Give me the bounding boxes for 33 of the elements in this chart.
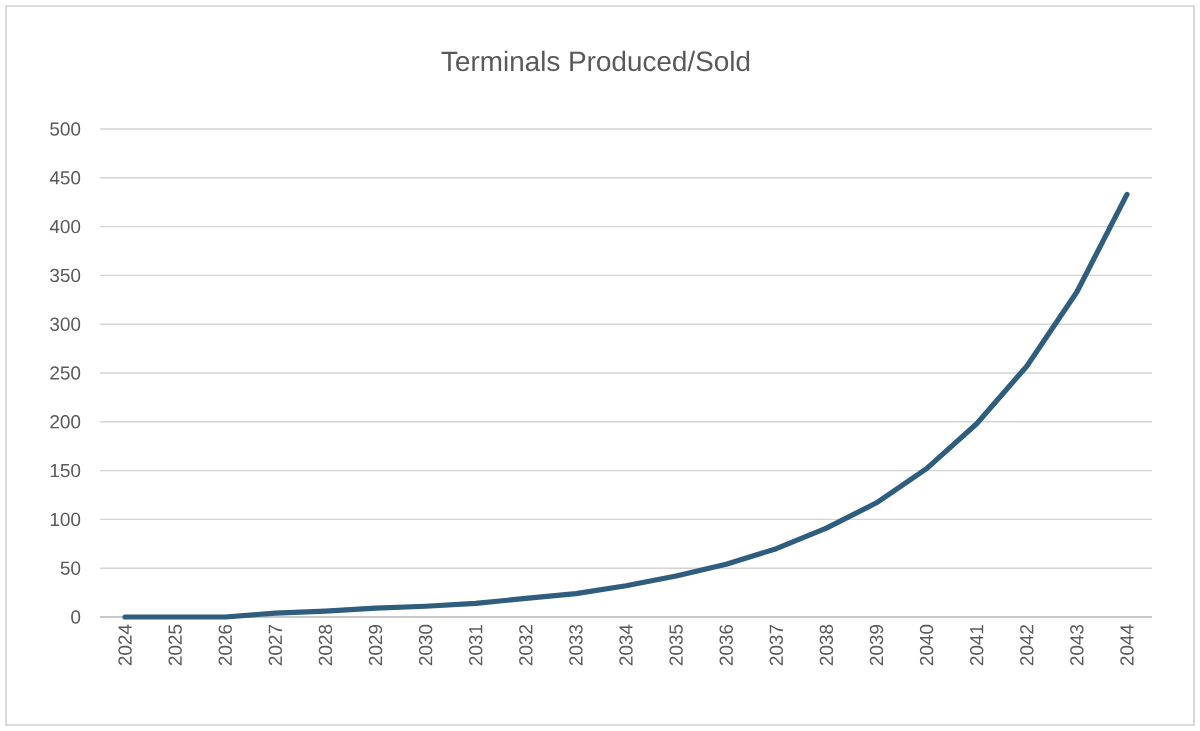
x-tick-label: 2044 xyxy=(1120,624,1134,666)
y-tick-label: 0 xyxy=(71,610,81,624)
x-tick-label: 2028 xyxy=(318,624,333,666)
x-tick-label: 2031 xyxy=(469,624,483,666)
x-tick-label: 2040 xyxy=(919,624,934,666)
y-tick-label: 150 xyxy=(50,463,81,478)
y-tick-label: 350 xyxy=(50,268,81,283)
x-tick-label: 2026 xyxy=(218,624,232,666)
x-tick-label: 2030 xyxy=(418,624,433,666)
x-tick-label: 2041 xyxy=(969,624,984,666)
x-tick-label: 2042 xyxy=(1020,624,1034,666)
x-tick-label: 2043 xyxy=(1070,624,1084,666)
chart-title: Terminals Produced/Sold xyxy=(441,50,750,72)
x-tick-label: 2036 xyxy=(719,624,733,666)
x-tick-label: 2029 xyxy=(368,624,383,666)
y-tick-label: 250 xyxy=(50,366,81,380)
y-tick-label: 500 xyxy=(50,122,81,136)
y-tick-label: 300 xyxy=(50,317,81,331)
x-tick-label: 2038 xyxy=(819,624,834,666)
x-tick-label: 2034 xyxy=(619,624,633,666)
y-tick-label: 100 xyxy=(50,512,81,527)
x-tick-label: 2035 xyxy=(669,624,683,666)
y-tick-label: 200 xyxy=(50,415,81,429)
x-tick-label: 2024 xyxy=(118,624,132,666)
x-tick-label: 2033 xyxy=(569,624,583,666)
x-tick-label: 2032 xyxy=(519,624,533,666)
x-tick-label: 2037 xyxy=(769,624,783,666)
x-tick-label: 2027 xyxy=(268,624,283,666)
y-tick-label: 50 xyxy=(60,561,81,575)
x-tick-label: 2025 xyxy=(168,624,182,666)
y-tick-label: 450 xyxy=(49,171,81,185)
x-tick-label: 2039 xyxy=(869,624,884,666)
y-tick-label: 400 xyxy=(49,219,81,234)
